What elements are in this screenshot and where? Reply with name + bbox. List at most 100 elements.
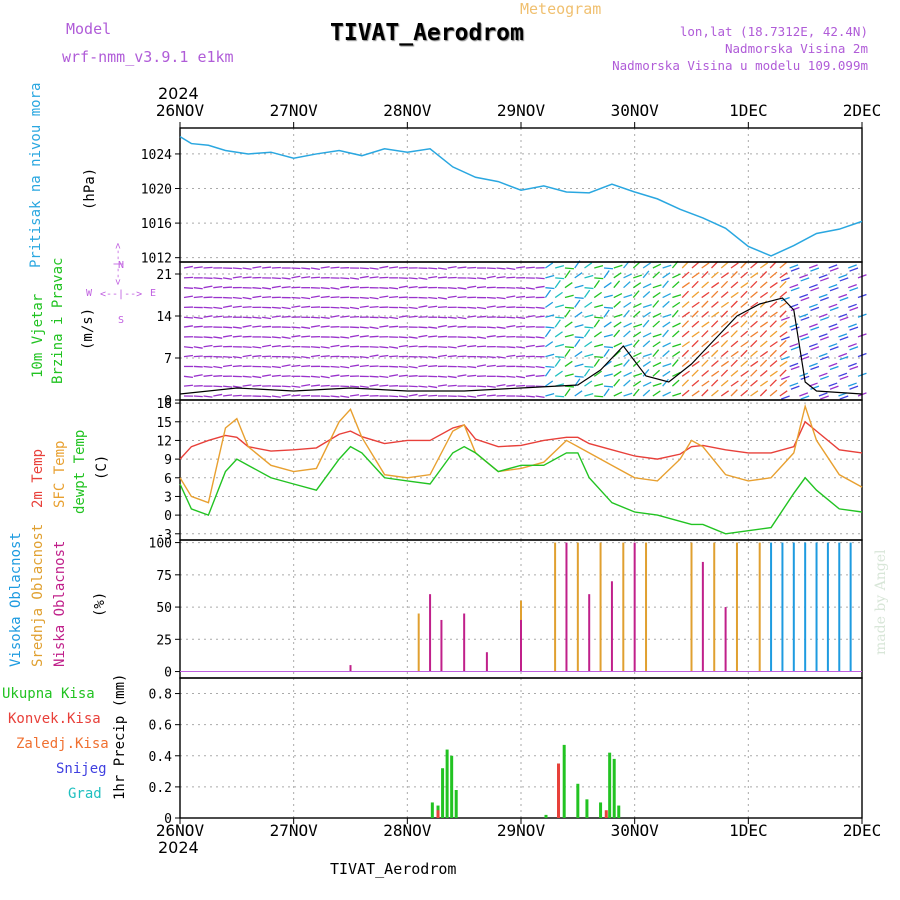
wind-barb bbox=[780, 375, 790, 380]
wind-barb bbox=[467, 374, 477, 377]
wind-barb bbox=[681, 349, 689, 358]
wind-barb bbox=[408, 375, 418, 377]
wind-barb bbox=[730, 340, 739, 348]
panel-frame bbox=[179, 399, 863, 541]
wind-barb bbox=[594, 383, 604, 387]
wind-barb bbox=[291, 335, 301, 338]
wind-barb bbox=[800, 336, 810, 341]
wind-barb bbox=[711, 341, 720, 348]
x-label-bottom: 28NOV bbox=[383, 821, 432, 840]
wind-barb bbox=[720, 280, 729, 289]
wind-barb bbox=[828, 284, 838, 289]
wind-barb bbox=[799, 293, 809, 299]
wind-barb bbox=[555, 304, 565, 309]
wind-barb bbox=[350, 385, 360, 388]
wind-barb bbox=[486, 335, 496, 338]
wind-barb bbox=[428, 335, 438, 338]
precip-bar bbox=[557, 763, 561, 818]
wind-barb bbox=[810, 326, 820, 331]
wind-barb bbox=[232, 394, 242, 397]
elevation-label: Nadmorska Visina 2m bbox=[725, 41, 868, 56]
wind-barb bbox=[848, 303, 857, 308]
wind-barb bbox=[849, 326, 859, 331]
wind-barb bbox=[652, 284, 662, 289]
wind-barb bbox=[418, 364, 428, 368]
wind-barb bbox=[428, 385, 438, 389]
wind-barb bbox=[681, 360, 690, 367]
wind-barb bbox=[593, 358, 600, 367]
wind-barb bbox=[779, 369, 787, 377]
wind-barb bbox=[476, 336, 487, 339]
wind-barb bbox=[564, 321, 573, 328]
wind-barb bbox=[496, 276, 506, 279]
wind-barb bbox=[820, 277, 829, 282]
wind-barb bbox=[613, 391, 623, 397]
wind-barb bbox=[389, 287, 399, 290]
wind-barb bbox=[730, 359, 738, 367]
wind-barb bbox=[310, 276, 321, 279]
wind-barb bbox=[769, 379, 777, 387]
wind-barb bbox=[652, 291, 661, 299]
wind-barb bbox=[623, 294, 633, 299]
wind-barb bbox=[476, 364, 487, 368]
x-label-bottom: 1DEC bbox=[729, 821, 768, 840]
wind-barb bbox=[691, 350, 700, 358]
wind-barb bbox=[516, 384, 526, 387]
x-label-top: 30NOV bbox=[611, 101, 660, 120]
wind-barb bbox=[525, 395, 535, 398]
wind-barb bbox=[691, 379, 700, 387]
wind-barb bbox=[437, 384, 447, 387]
wind-barb bbox=[642, 270, 650, 279]
wind-barb bbox=[262, 296, 272, 299]
wind-barb bbox=[701, 271, 709, 279]
wind-barb bbox=[848, 264, 857, 269]
wind-barb bbox=[545, 326, 555, 329]
wind-barb bbox=[849, 346, 859, 351]
wind-barb bbox=[467, 395, 477, 398]
wind-barb bbox=[711, 389, 719, 397]
y-tick-label: 0.2 bbox=[149, 781, 172, 796]
wind-barb bbox=[652, 361, 662, 368]
wind-barb bbox=[389, 295, 399, 299]
wind-barb bbox=[681, 389, 690, 397]
wind-barb bbox=[642, 360, 651, 368]
wind-barb bbox=[330, 287, 340, 290]
cloud-bar bbox=[633, 542, 636, 672]
wind-barb bbox=[242, 354, 252, 358]
wind-barb bbox=[535, 395, 545, 399]
wind-barb bbox=[340, 395, 350, 399]
wind-barb bbox=[496, 305, 506, 309]
year-bottom: 2024 bbox=[158, 838, 199, 857]
wind-barb bbox=[584, 314, 594, 318]
wind-barb bbox=[691, 331, 700, 338]
wind-barb bbox=[642, 389, 651, 397]
wind-barb bbox=[623, 273, 632, 279]
wind-barb bbox=[594, 316, 604, 319]
wind-barb bbox=[603, 294, 613, 299]
wind-barb bbox=[769, 360, 778, 367]
wind-barb bbox=[838, 313, 848, 318]
wind-barb bbox=[193, 355, 203, 358]
wind-barb bbox=[535, 345, 545, 348]
wind-barb bbox=[584, 393, 594, 397]
wind-barb bbox=[574, 350, 583, 358]
wind-barb bbox=[789, 382, 799, 387]
wind-barb bbox=[262, 344, 272, 348]
wind-barb bbox=[810, 306, 820, 312]
wind-barb bbox=[349, 277, 360, 280]
wind-barb bbox=[681, 320, 689, 328]
x-label-bottom: 29NOV bbox=[497, 821, 546, 840]
wind-barb bbox=[603, 333, 613, 338]
wind-barb bbox=[340, 315, 350, 318]
wind-barb bbox=[623, 359, 630, 367]
wind-barb bbox=[486, 305, 496, 309]
wind-barb bbox=[506, 325, 516, 328]
wind-barb bbox=[554, 358, 561, 367]
wind-barb bbox=[359, 326, 369, 329]
wind-barb bbox=[808, 264, 818, 269]
wind-barb bbox=[486, 275, 496, 279]
x-label-top: 27NOV bbox=[270, 101, 319, 120]
y-tick-label: 0.4 bbox=[149, 750, 173, 765]
wind-barb bbox=[564, 281, 573, 289]
wind-barb bbox=[359, 335, 369, 338]
